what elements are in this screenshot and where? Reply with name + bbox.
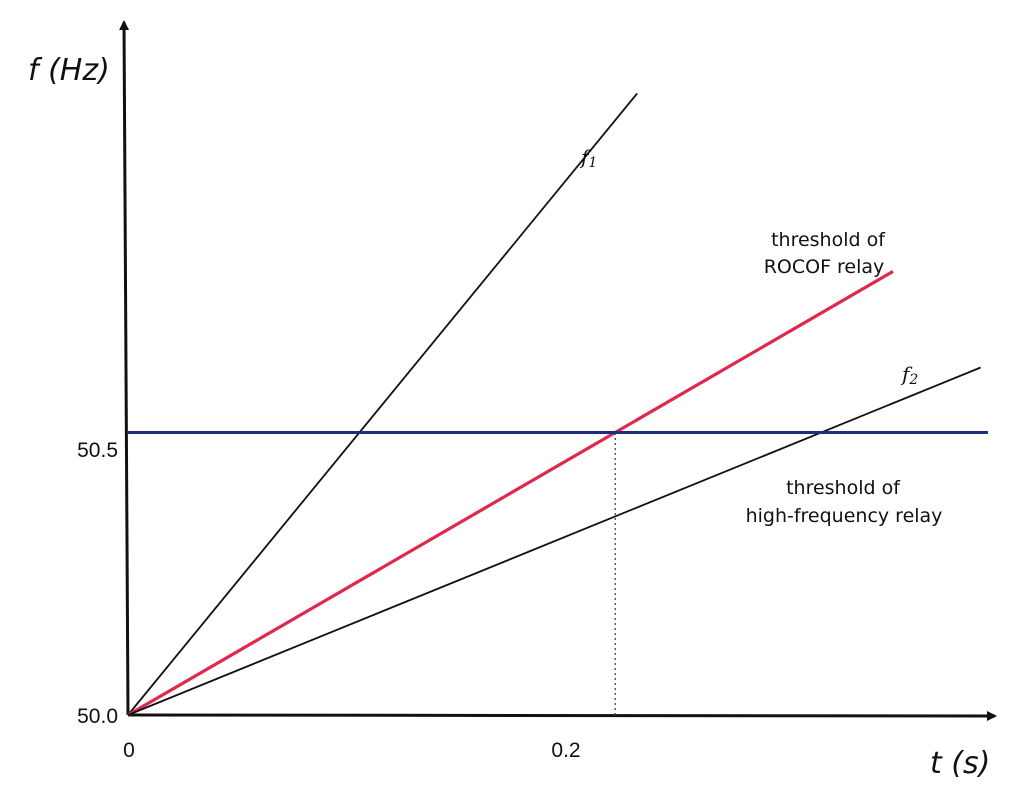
x-axis [127,710,997,721]
f2-label-sub: 2 [908,372,918,388]
y-axis-title: f (Hz) [28,53,110,88]
y-tick-50.0: 50.0 [77,705,118,728]
f1-label: f1 [579,145,597,171]
f2-label: f2 [900,362,918,388]
high-frequency-label-line2: high-frequency relay [746,505,943,527]
x-tick-0: 0 [123,739,135,762]
rocof-label-line2: ROCOF relay [764,256,885,278]
series-line-f1 [127,92,638,716]
series-line-threshold-of-rocof-relay [127,270,894,717]
series-layer [127,92,988,717]
y-tick-50.5: 50.5 [77,439,118,462]
x-axis-title: t (s) [930,746,990,781]
y-axis [119,20,130,716]
f1-label-sub: 1 [588,155,597,171]
high-frequency-label-line1: threshold of [786,477,901,499]
series-line-f2 [127,366,981,716]
rocof-label-line1: threshold of [771,229,886,251]
x-tick-0.2: 0.2 [551,739,580,762]
